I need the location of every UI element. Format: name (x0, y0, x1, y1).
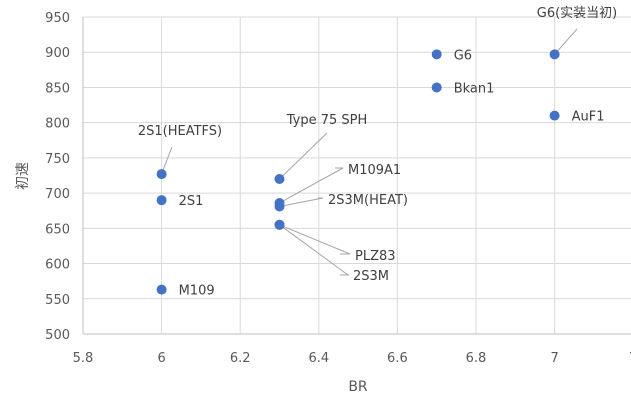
leader-line (279, 167, 344, 204)
y-tick-label: 850 (45, 81, 70, 96)
data-point (274, 201, 285, 212)
data-point (156, 284, 167, 295)
leader-line (279, 224, 350, 276)
y-tick-label: 600 (45, 258, 70, 273)
y-tick-label: 550 (45, 293, 70, 308)
data-label: 2S1(HEATFS) (138, 124, 222, 139)
x-tick-label: 6 (157, 351, 165, 366)
leader-line (279, 132, 328, 180)
x-tick-label: 6.6 (387, 351, 408, 366)
data-label: 2S3M(HEAT) (328, 193, 408, 208)
y-tick-label: 900 (45, 46, 70, 61)
y-tick-label: 950 (45, 11, 70, 26)
data-label: G6(实装当初) (537, 6, 618, 21)
y-tick-label: 750 (45, 152, 70, 167)
y-axis-title: 初速 (14, 162, 31, 190)
data-label: PLZ83 (355, 249, 396, 264)
x-tick-label: 6.4 (308, 351, 329, 366)
data-point (431, 49, 442, 60)
data-point (156, 195, 167, 206)
data-label: M109A1 (348, 163, 401, 178)
x-tick-label: 6.2 (230, 351, 251, 366)
y-tick-label: 700 (45, 187, 70, 202)
data-point (549, 110, 560, 121)
data-label: AuF1 (572, 110, 605, 125)
data-label: 2S1 (179, 194, 204, 209)
y-tick-label: 650 (45, 222, 70, 237)
data-label: Bkan1 (454, 81, 495, 96)
data-label: G6 (454, 48, 472, 63)
data-point (431, 82, 442, 93)
data-label: M109 (179, 284, 215, 299)
data-label: Type 75 SPH (286, 113, 368, 128)
x-axis-title: BR (348, 379, 368, 395)
data-point (274, 174, 285, 185)
y-tick-label: 500 (45, 328, 70, 343)
data-point (549, 49, 560, 60)
data-point (274, 219, 285, 230)
leader-line (279, 197, 324, 207)
leader-line (279, 224, 351, 255)
leader-line (554, 28, 578, 55)
x-tick-label: 7 (629, 351, 631, 366)
data-point (156, 169, 167, 180)
x-tick-label: 7 (550, 351, 558, 366)
x-tick-label: 6.8 (466, 351, 487, 366)
y-tick-label: 800 (45, 117, 70, 132)
x-tick-label: 5.8 (73, 351, 94, 366)
data-label: 2S3M (353, 269, 389, 284)
